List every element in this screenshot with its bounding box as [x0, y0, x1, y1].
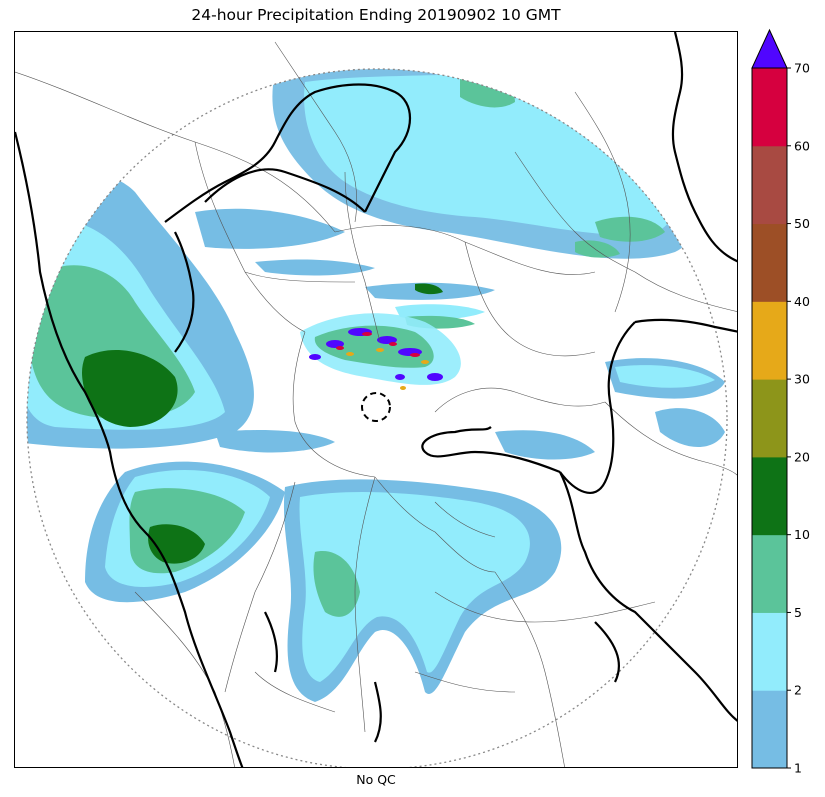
colorbar-segment [752, 612, 787, 691]
colorbar-tick-label: 20 [794, 449, 810, 464]
colorbar-segment [752, 301, 787, 380]
colorbar-tick-label: 30 [794, 372, 810, 387]
precipitation-layer [27, 69, 725, 702]
colorbar-ticks: 1 2 5 10 20 30 40 50 60 70 [787, 61, 810, 776]
colorbar-tick-label: 40 [794, 294, 810, 309]
map-canvas [15, 32, 737, 767]
colorbar-tick-label: 10 [794, 527, 810, 542]
convective-cells [300, 313, 461, 390]
colorbar-tick-label: 1 [794, 761, 802, 776]
radar-site-marker [361, 392, 391, 422]
precip-10-20mm [82, 283, 443, 564]
colorbar-tick-label: 50 [794, 216, 810, 231]
radar-range-ring [26, 68, 728, 767]
precipitation-map [14, 31, 738, 768]
colorbar-segment [752, 145, 787, 225]
district-borders [15, 41, 737, 767]
colorbar-tick-label: 60 [794, 138, 810, 153]
colorbar-segment [752, 690, 787, 769]
colorbar-segment [752, 456, 787, 536]
colorbar-frame [751, 67, 788, 769]
colorbar-segment [752, 379, 787, 458]
colorbar-legend: 1 2 5 10 20 30 40 50 60 70 [751, 28, 810, 776]
state-borders [15, 32, 737, 767]
colorbar-segments [752, 68, 787, 769]
colorbar-segment [752, 223, 787, 302]
colorbar-segment [752, 68, 787, 147]
colorbar-tick-label: 5 [794, 605, 802, 620]
page-title: 24-hour Precipitation Ending 20190902 10… [191, 6, 561, 24]
colorbar-extend-arrow [751, 28, 788, 69]
x-axis-label: No QC [356, 772, 396, 787]
colorbar-segment [752, 534, 787, 613]
colorbar-tick-label: 70 [794, 61, 810, 76]
colorbar-tick-label: 2 [794, 683, 802, 698]
